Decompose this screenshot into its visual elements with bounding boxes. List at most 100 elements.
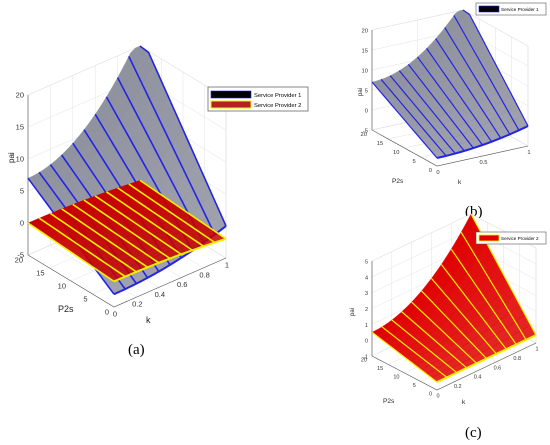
surface-mesh-line	[61, 208, 149, 268]
panel-c-xlabel: k	[462, 399, 466, 406]
z-tick-label: 15	[362, 49, 368, 55]
x-tick-label: 1	[527, 150, 530, 156]
z-tick-label: 5	[20, 187, 24, 196]
x-tick-label: 0.8	[199, 270, 209, 279]
legend-swatch-sp2	[210, 100, 252, 109]
z-tick-label: 2	[365, 307, 368, 313]
surface-mesh-line	[435, 38, 502, 139]
z-tick-label: 10	[16, 155, 24, 164]
z-tick-label: -5	[17, 251, 24, 260]
z-tick-label: 15	[16, 123, 24, 132]
surface-mesh-line	[401, 311, 468, 369]
surface-mesh-line	[83, 199, 171, 260]
surface-mesh-line	[411, 301, 478, 364]
x-tick-label: 0.2	[454, 384, 462, 390]
z-tick-label: 5	[365, 89, 368, 95]
x-tick-label: 1	[535, 347, 538, 353]
surface-mesh-line	[444, 27, 511, 135]
legend-label-sp2: Service Provider 2	[254, 103, 301, 109]
surface-mesh-line	[105, 191, 193, 251]
x-tick-label: 0.8	[513, 356, 521, 362]
z-tick-label: 20	[16, 91, 24, 100]
x-tick-label: 0.6	[177, 280, 187, 289]
surface-series-1	[371, 213, 537, 383]
panel-c-ylabel: P2s	[383, 398, 395, 405]
surface-series-2	[27, 179, 227, 283]
x-tick-label: 0.5	[479, 160, 487, 166]
panel-b-ylabel: P2s	[392, 178, 404, 185]
surface-mesh-line	[128, 183, 216, 244]
y-tick-label: 10	[393, 150, 399, 156]
surface-mesh-line	[391, 319, 458, 374]
legend-label-sp1: Service Provider 1	[254, 93, 301, 99]
z-tick-label: 0	[365, 109, 368, 115]
panel-c-label: (c)	[465, 425, 482, 441]
z-tick-label: 0	[20, 219, 24, 228]
z-tick-label: 20	[362, 29, 368, 35]
y-tick-label: 0	[429, 168, 432, 174]
y-tick-label: 5	[83, 295, 87, 304]
y-tick-label: 0	[429, 392, 432, 398]
surface-mesh-line	[139, 179, 227, 240]
surface-mesh-line	[426, 48, 493, 143]
y-tick-label: 20	[361, 132, 367, 138]
z-tick-label: -5	[363, 129, 368, 135]
surface-mesh-line	[139, 45, 227, 227]
panel-b-surfaces	[371, 9, 529, 159]
panel-c-surfaces	[371, 213, 537, 383]
z-tick-label: 10	[362, 69, 368, 75]
surface-series-1	[371, 9, 529, 159]
panel-a-zlabel: pai	[7, 152, 16, 163]
legend-label-b-sp1: Service Provider 1	[501, 7, 539, 12]
y-tick-label: 15	[377, 141, 383, 147]
y-tick-label: 15	[377, 366, 383, 372]
axis-box	[371, 30, 529, 167]
panel-c-zlabel: pai	[350, 308, 356, 316]
y-tick-label: 20	[15, 256, 23, 265]
panel-a-legend: Service Provider 1 Service Provider 2	[207, 86, 309, 112]
surface-front-edge	[436, 125, 529, 159]
axis-box	[27, 95, 227, 308]
y-tick-label: 20	[361, 358, 367, 364]
panel-a-xlabel: k	[146, 315, 151, 325]
z-tick-label: -1	[363, 355, 368, 361]
surface-front-edge	[436, 334, 537, 383]
surface-mesh-line	[407, 64, 474, 149]
surface-mesh-line	[117, 187, 205, 247]
y-tick-label: 5	[413, 383, 416, 389]
surface-mesh-line	[421, 290, 487, 359]
z-tick-label: 4	[365, 275, 368, 281]
surface-mesh-line	[453, 15, 520, 131]
panel-b-xlabel: k	[458, 179, 462, 186]
panel-a-surfaces	[27, 45, 227, 296]
panel-b-zlabel: pai	[358, 88, 364, 96]
legend-swatch-c-sp2	[478, 234, 500, 242]
legend-label-c-sp2: Service Provider 2	[501, 236, 539, 241]
surface-front-edge	[113, 237, 227, 283]
panel-c-legend: Service Provider 2	[475, 231, 547, 245]
z-tick-label: 3	[365, 291, 368, 297]
x-tick-label: 0.6	[494, 365, 502, 371]
panel-b-legend: Service Provider 1	[475, 2, 547, 16]
y-tick-label: 10	[58, 282, 66, 291]
z-tick-label: 5	[365, 260, 368, 266]
x-tick-label: 1	[225, 261, 229, 270]
x-tick-label: 0	[436, 394, 439, 400]
z-tick-label: 1	[365, 323, 368, 329]
z-tick-label: 0	[365, 339, 368, 345]
legend-swatch-b-sp1	[478, 5, 500, 13]
legend-swatch-sp1	[210, 90, 252, 99]
x-tick-label: 0	[436, 170, 439, 176]
surface-mesh-line	[27, 222, 115, 283]
surface-mesh-line	[49, 212, 137, 273]
y-tick-label: 15	[36, 269, 44, 278]
x-tick-label: 0.4	[474, 375, 482, 381]
x-tick-label: 0.4	[155, 290, 165, 299]
surface-mesh-line	[450, 248, 517, 345]
